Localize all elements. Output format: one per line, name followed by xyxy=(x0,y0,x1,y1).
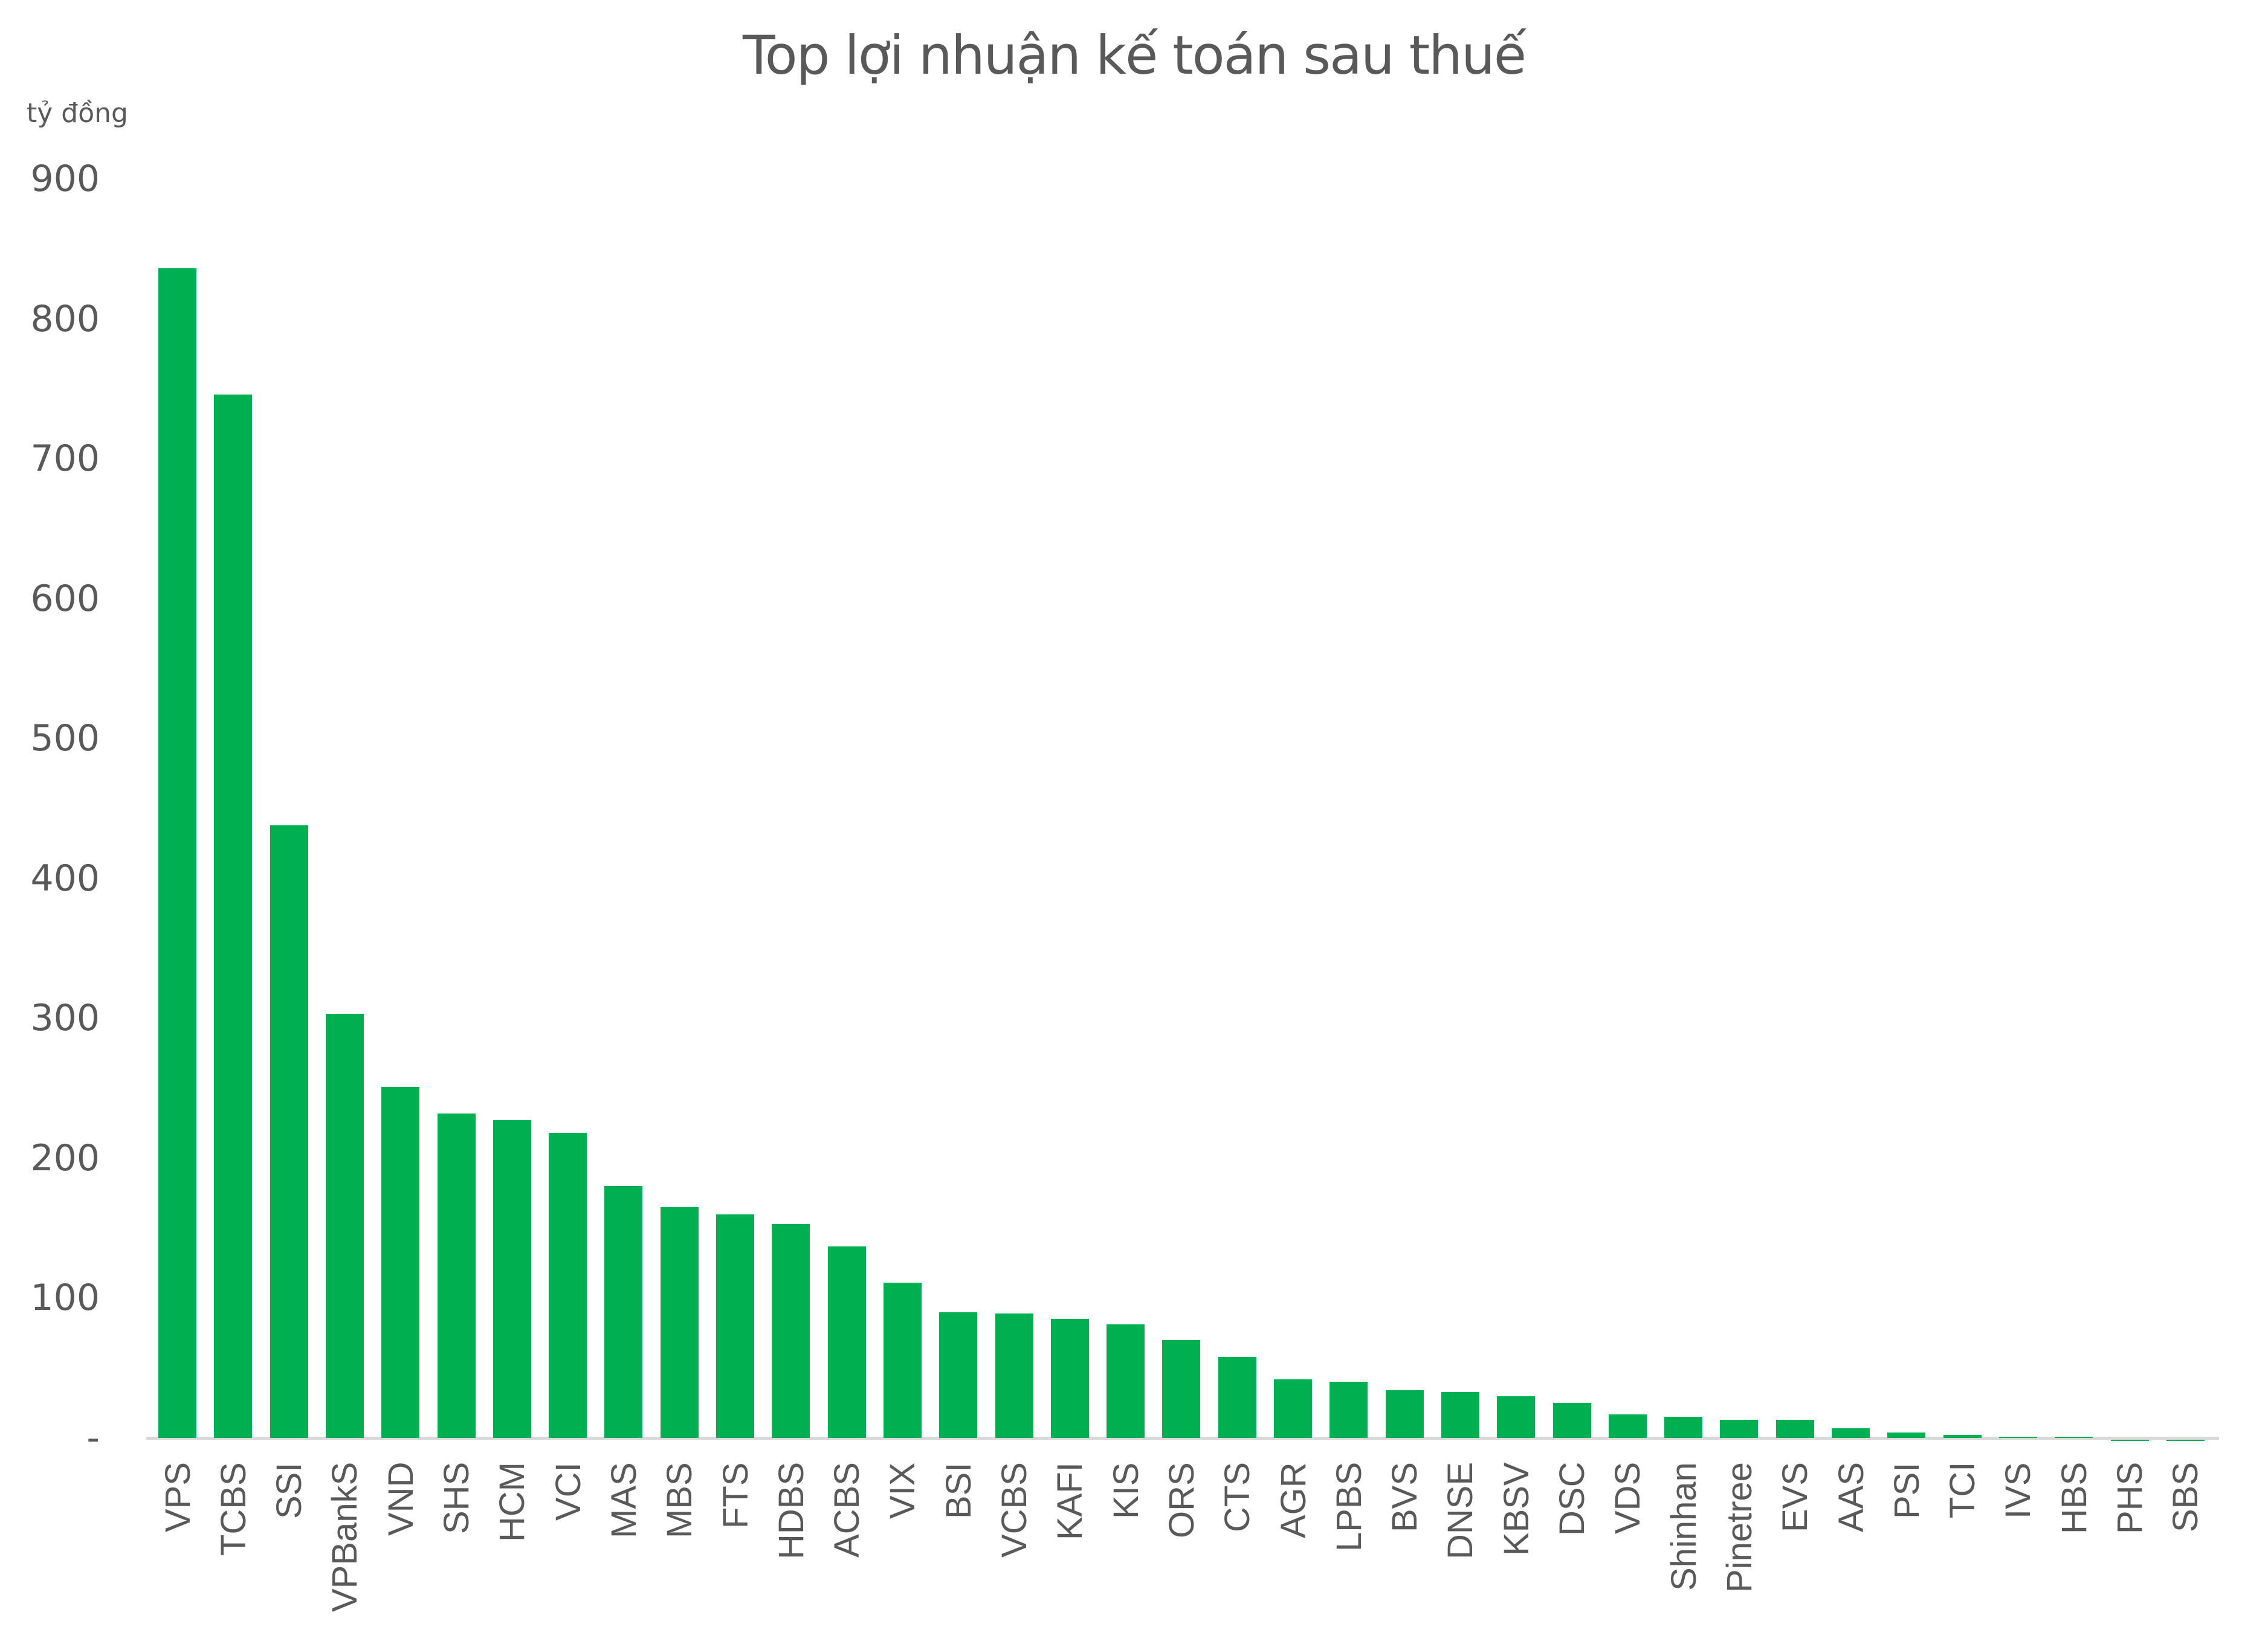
bar-kbsv xyxy=(1497,1396,1536,1438)
x-tick-label: DSC xyxy=(1552,1462,1592,1536)
x-tick-label: Pinetree xyxy=(1719,1462,1759,1593)
x-tick-label: SBS xyxy=(2166,1462,2206,1532)
x-tick-label: VND xyxy=(381,1462,421,1536)
bar-kis xyxy=(1107,1324,1145,1438)
bar-mas xyxy=(604,1186,643,1438)
bar-psi xyxy=(1887,1432,1926,1438)
x-tick-label: LPBS xyxy=(1329,1462,1369,1552)
x-tick-label: VPBankS xyxy=(325,1462,365,1612)
bar-vps xyxy=(158,268,196,1438)
bar-cts xyxy=(1218,1356,1256,1438)
x-tick-label: SHS xyxy=(437,1462,476,1534)
x-tick-label: VCBS xyxy=(995,1462,1034,1558)
y-tick-label: 200 xyxy=(30,1136,100,1179)
bar-shinhan xyxy=(1664,1417,1703,1438)
bar-hcm xyxy=(493,1120,531,1438)
bar-pinetree xyxy=(1720,1419,1759,1438)
bar-vci xyxy=(549,1133,587,1438)
bar-aas xyxy=(1832,1428,1870,1438)
x-tick-label: PSI xyxy=(1887,1462,1927,1520)
x-tick-label: BSI xyxy=(939,1462,978,1520)
x-tick-label: SSI xyxy=(270,1462,309,1520)
x-tick-label: HBS xyxy=(2054,1462,2094,1534)
x-tick-label: KBSV xyxy=(1496,1462,1536,1556)
bar-ivs xyxy=(1998,1436,2037,1438)
y-tick-label: 500 xyxy=(30,717,100,760)
bar-evs xyxy=(1775,1419,1814,1438)
bar-agr xyxy=(1274,1379,1312,1438)
x-tick-label: ORS xyxy=(1161,1462,1201,1538)
x-tick-label: FTS xyxy=(716,1462,755,1529)
bar-shs xyxy=(437,1113,476,1438)
bar-hbs xyxy=(2055,1437,2093,1438)
bar-ors xyxy=(1162,1339,1201,1438)
y-tick-label: 100 xyxy=(30,1277,100,1320)
x-tick-label: DNSE xyxy=(1441,1462,1481,1559)
x-tick-label: VIX xyxy=(883,1462,923,1520)
x-tick-label: PHS xyxy=(2110,1462,2150,1534)
bar-dnse xyxy=(1441,1391,1479,1438)
bar-vpbanks xyxy=(325,1014,364,1438)
x-tick-label: CTS xyxy=(1218,1462,1258,1532)
bar-phs xyxy=(2110,1440,2149,1442)
x-tick-label: EVS xyxy=(1775,1462,1815,1532)
x-tick-label: TCI xyxy=(1943,1462,1983,1518)
y-axis-unit-label: tỷ đồng xyxy=(27,98,128,129)
x-tick-label: AGR xyxy=(1273,1462,1313,1538)
bar-bvs xyxy=(1385,1390,1424,1438)
y-tick-label: 400 xyxy=(30,857,100,900)
bar-mbs xyxy=(660,1207,699,1438)
y-tick-label: - xyxy=(86,1417,100,1459)
bar-lpbs xyxy=(1329,1382,1368,1438)
x-tick-label: KIS xyxy=(1106,1462,1146,1520)
x-tick-label: HDBS xyxy=(771,1462,811,1559)
bar-bsi xyxy=(939,1312,978,1438)
x-tick-label: HCM xyxy=(493,1462,532,1542)
x-axis-line xyxy=(146,1437,2219,1440)
bar-vcbs xyxy=(995,1313,1033,1438)
y-tick-label: 600 xyxy=(30,577,100,620)
x-tick-label: AAS xyxy=(1831,1462,1871,1532)
x-tick-label: IVS xyxy=(1998,1462,2038,1520)
x-tick-label: VPS xyxy=(158,1462,198,1532)
bar-kafi xyxy=(1050,1319,1089,1438)
y-tick-label: 300 xyxy=(30,997,100,1040)
bar-vix xyxy=(883,1282,922,1438)
y-tick-label: 800 xyxy=(30,297,100,340)
x-tick-label: VCI xyxy=(548,1462,588,1521)
y-tick-label: 700 xyxy=(30,437,100,480)
x-tick-label: MAS xyxy=(604,1462,644,1538)
x-tick-label: ACBS xyxy=(827,1462,867,1558)
bar-acbs xyxy=(827,1246,866,1438)
x-tick-label: VDS xyxy=(1608,1462,1648,1534)
bar-vds xyxy=(1608,1414,1647,1438)
y-tick-label: 900 xyxy=(30,158,100,200)
chart-title: Top lợi nhuận kế toán sau thuế xyxy=(743,24,1527,86)
bar-sbs xyxy=(2166,1440,2205,1442)
x-tick-label: TCBS xyxy=(213,1462,253,1556)
bar-tcbs xyxy=(214,394,253,1438)
x-tick-label: MBS xyxy=(660,1462,700,1538)
bar-ssi xyxy=(270,825,308,1438)
x-tick-label: BVS xyxy=(1385,1462,1425,1532)
bar-hdbs xyxy=(772,1223,810,1438)
bar-dsc xyxy=(1552,1403,1591,1438)
x-tick-label: KAFI xyxy=(1050,1462,1090,1540)
x-tick-label: Shinhan xyxy=(1664,1462,1704,1591)
bar-vnd xyxy=(381,1086,420,1438)
bar-tci xyxy=(1943,1435,1982,1438)
bar-fts xyxy=(716,1214,754,1438)
